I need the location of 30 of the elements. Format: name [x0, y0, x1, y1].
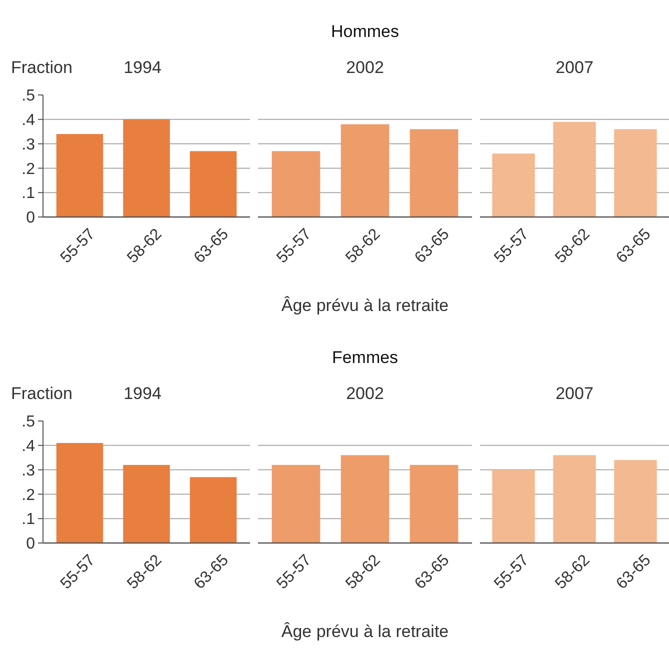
y-tick-label: .4: [22, 112, 36, 129]
chart-title: 2007: [556, 58, 594, 77]
chart-title: 1994: [124, 58, 162, 77]
y-tick-label: 0: [26, 210, 36, 227]
bar: [190, 477, 237, 543]
chart-title: 2007: [556, 384, 594, 403]
text: Hommes: [330, 22, 400, 41]
bar: [56, 442, 104, 543]
chart-title: 2002: [346, 384, 384, 403]
x-axis-title: Âge prévu à la retraite: [281, 622, 449, 641]
y-tick-label: .2: [22, 160, 36, 178]
y-axis-title: Fraction: [11, 384, 72, 403]
y-tick-label: .1: [22, 185, 36, 202]
bar: [190, 151, 237, 217]
y-tick-label: .5: [22, 88, 36, 105]
y-tick-label: .4: [22, 438, 36, 455]
y-tick-label: .3: [22, 136, 36, 154]
bar: [123, 464, 170, 543]
bar: [123, 119, 170, 217]
y-tick-label: 0: [26, 536, 36, 553]
y-tick-label: .5: [22, 414, 36, 431]
y-axis-title: Fraction: [11, 58, 72, 77]
y-tick-label: .2: [22, 486, 36, 504]
y-tick-label: .1: [22, 511, 36, 528]
x-axis-title: Âge prévu à la retraite: [281, 296, 449, 315]
chart-title: 2002: [346, 58, 384, 77]
text: Femmes: [332, 348, 398, 367]
chart-title: 1994: [124, 384, 162, 403]
bar: [56, 134, 104, 217]
y-tick-label: .3: [22, 462, 36, 480]
